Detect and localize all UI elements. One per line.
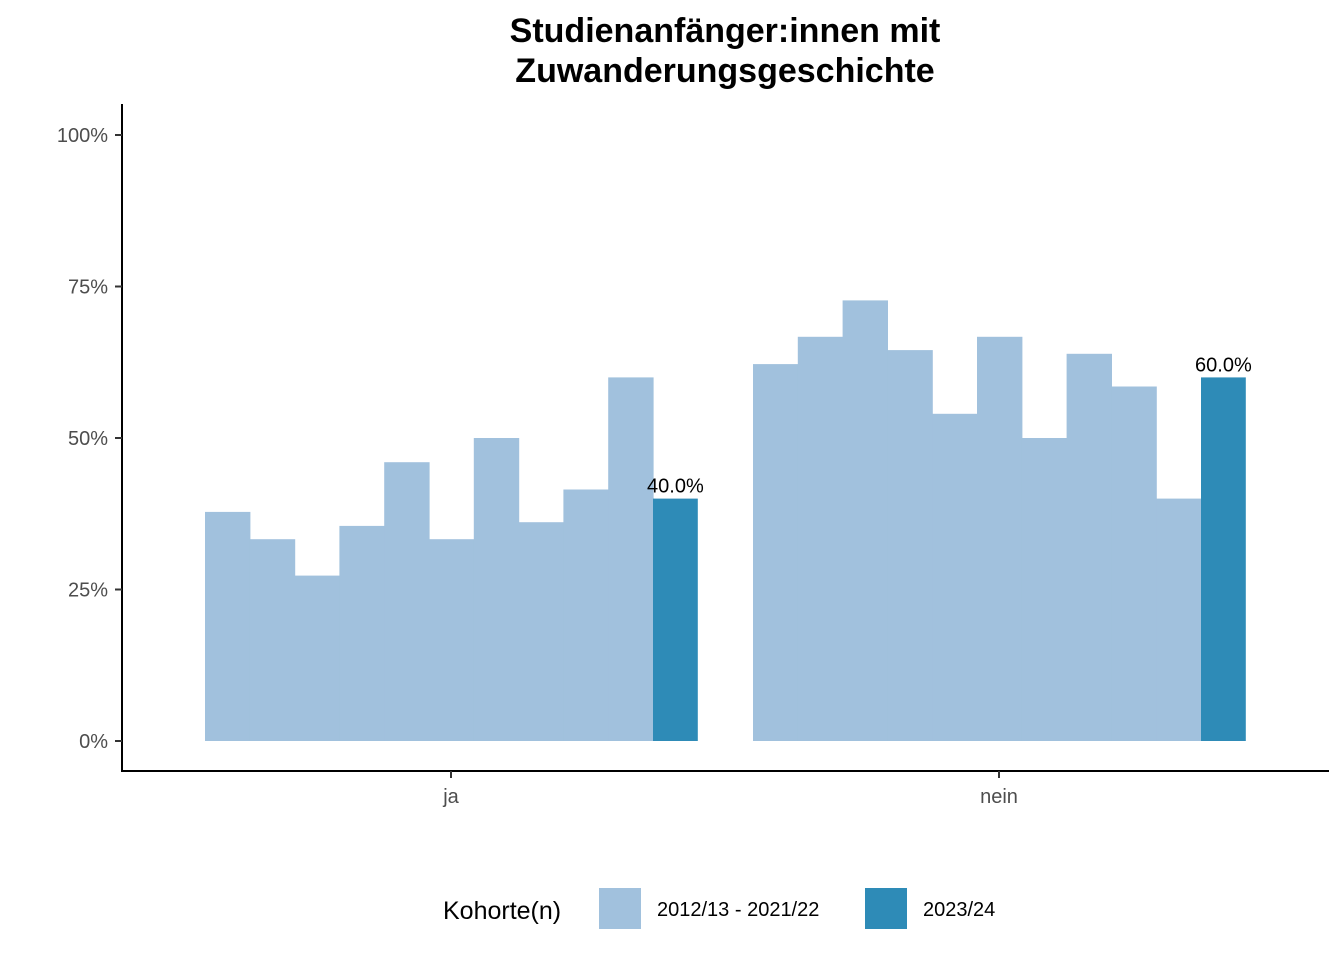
bar-ja-current [653,498,698,741]
legend-label-history: 2012/13 - 2021/22 [657,899,819,921]
bar-ja-history-6 [429,539,475,741]
x-tick-label-nein: nein [980,786,1018,808]
bar-ja-history-2 [249,539,296,741]
bar-nein-history-7 [1021,438,1068,741]
x-axis-ticks: ja nein [442,771,1018,808]
y-tick-label: 0% [79,731,108,753]
data-label-ja: 40.0% [647,476,704,498]
bar-nein-history-1 [753,364,799,741]
data-label-nein: 60.0% [1195,354,1252,376]
chart-title-line-2: Zuwanderungsgeschichte [515,52,934,90]
plot-area: 40.0% 60.0% [205,300,1252,741]
bar-ja-history-7 [473,438,520,741]
y-tick-label: 100% [57,125,108,147]
legend-swatch-current [865,888,907,929]
x-tick-label-ja: ja [442,786,459,808]
legend-label-current: 2023/24 [923,899,995,921]
bar-nein-history-2 [797,336,844,741]
y-tick-label: 75% [68,277,108,299]
bar-ja-history-9 [563,489,609,741]
bar-ja-history-4 [339,525,385,741]
bar-nein-history-9 [1111,386,1157,741]
legend-title: Kohorte(n) [443,897,561,925]
y-tick-label: 50% [68,428,108,450]
bar-nein-history-6 [977,336,1023,741]
y-tick-label: 25% [68,580,108,602]
bar-nein-history-5 [932,413,978,741]
legend: Kohorte(n) 2012/13 - 2021/22 2023/24 [443,888,995,929]
bar-nein-history-10 [1156,498,1202,741]
bar-ja-history-10 [608,377,654,741]
bar-ja-history-1 [205,511,251,741]
bar-nein-history-8 [1066,353,1112,741]
bar-ja-history-3 [294,575,340,741]
bar-ja-history-5 [384,462,430,741]
legend-swatch-history [599,888,641,929]
bar-nein-history-3 [842,300,888,741]
bar-nein-current [1201,377,1246,741]
chart-title-line-1: Studienanfänger:innen mit [510,12,941,50]
bar-ja-history-8 [518,522,564,741]
y-axis-ticks: 0% 25% 50% 75% 100% [57,125,122,753]
bar-nein-history-4 [887,350,933,741]
